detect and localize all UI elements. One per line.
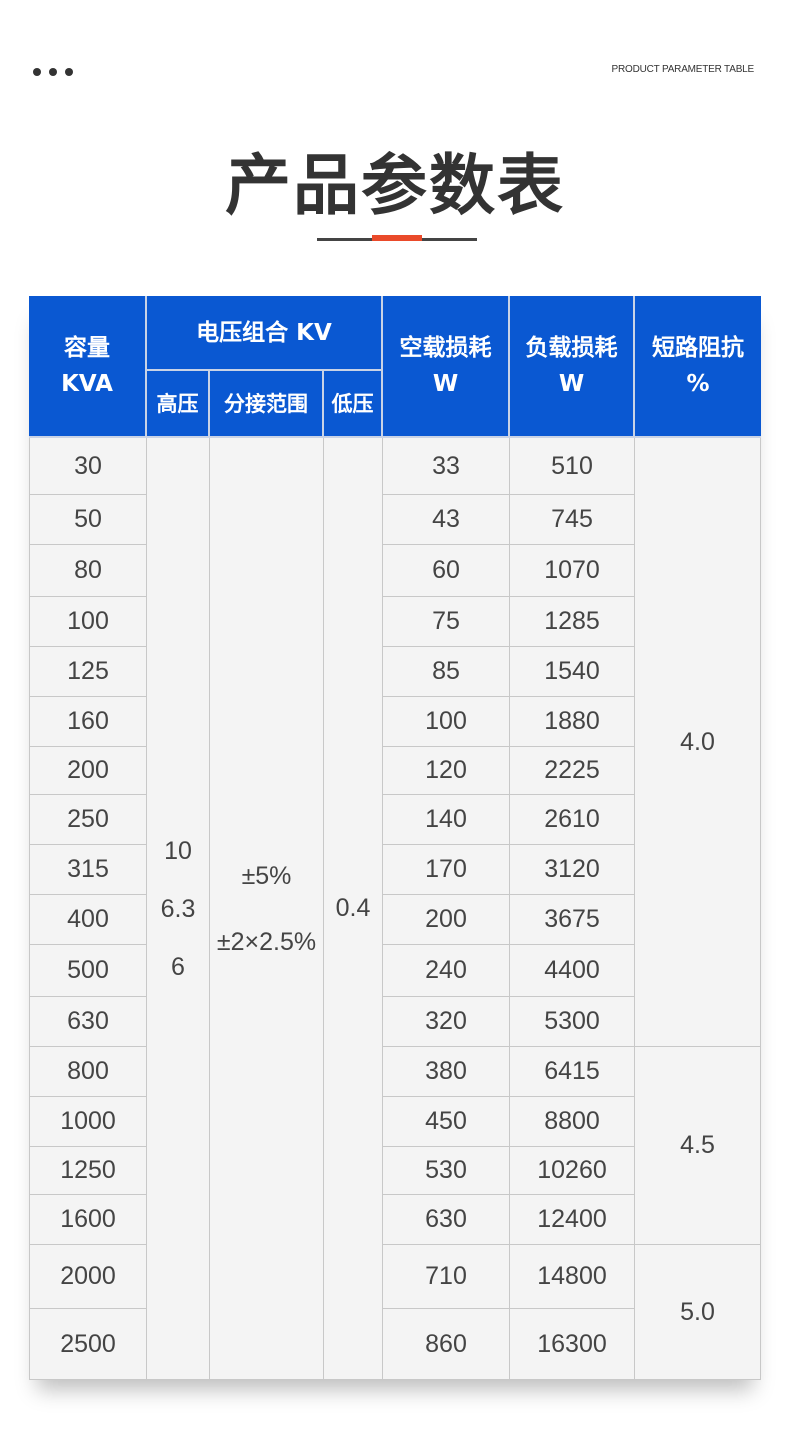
- no-load-loss-cell: 60: [383, 545, 510, 597]
- header-voltage-group: 电压组合 KV: [147, 296, 383, 371]
- capacity-cell: 50: [29, 495, 147, 545]
- header-load-loss: 负载损耗 W: [510, 296, 635, 438]
- load-loss-cell: 2225: [510, 747, 635, 795]
- impedance-cell: 4.5: [635, 1047, 761, 1245]
- page-subtitle: PRODUCT PARAMETER TABLE: [611, 64, 755, 75]
- no-load-loss-cell: 380: [383, 1047, 510, 1097]
- no-load-loss-cell: 320: [383, 997, 510, 1047]
- load-loss-cell: 510: [510, 438, 635, 495]
- no-load-loss-cell: 860: [383, 1309, 510, 1380]
- no-load-loss-cell: 120: [383, 747, 510, 795]
- no-load-loss-cell: 75: [383, 597, 510, 647]
- load-loss-cell: 10260: [510, 1147, 635, 1195]
- no-load-loss-cell: 100: [383, 697, 510, 747]
- load-loss-cell: 1880: [510, 697, 635, 747]
- impedance-cell: 4.0: [635, 438, 761, 1047]
- header-low-voltage: 低压: [324, 371, 383, 438]
- no-load-loss-cell: 530: [383, 1147, 510, 1195]
- impedance-cell: 5.0: [635, 1245, 761, 1380]
- capacity-cell: 160: [29, 697, 147, 747]
- load-loss-cell: 1070: [510, 545, 635, 597]
- capacity-cell: 30: [29, 438, 147, 495]
- tap-range-cell: ±5% ±2×2.5%: [210, 438, 324, 1380]
- load-loss-cell: 6415: [510, 1047, 635, 1097]
- no-load-loss-cell: 85: [383, 647, 510, 697]
- capacity-cell: 100: [29, 597, 147, 647]
- capacity-cell: 630: [29, 997, 147, 1047]
- header-high-voltage: 高压: [147, 371, 210, 438]
- capacity-cell: 125: [29, 647, 147, 697]
- load-loss-cell: 3675: [510, 895, 635, 945]
- title-divider-accent: [372, 235, 422, 241]
- tap-range-value: ±2×2.5%: [216, 927, 317, 956]
- capacity-cell: 2500: [29, 1309, 147, 1380]
- load-loss-cell: 12400: [510, 1195, 635, 1245]
- capacity-cell: 800: [29, 1047, 147, 1097]
- high-voltage-value: 6: [171, 952, 185, 981]
- capacity-cell: 80: [29, 545, 147, 597]
- header-impedance: 短路阻抗 %: [635, 296, 761, 438]
- capacity-cell: 2000: [29, 1245, 147, 1309]
- capacity-cell: 1600: [29, 1195, 147, 1245]
- capacity-cell: 1000: [29, 1097, 147, 1147]
- header-no-load-loss: 空载损耗 W: [383, 296, 510, 438]
- tap-range-value: ±5%: [241, 861, 292, 890]
- more-dots-icon: [33, 68, 73, 76]
- load-loss-cell: 3120: [510, 845, 635, 895]
- load-loss-cell: 745: [510, 495, 635, 545]
- load-loss-cell: 8800: [510, 1097, 635, 1147]
- header-tap-range: 分接范围: [210, 371, 324, 438]
- load-loss-cell: 1540: [510, 647, 635, 697]
- high-voltage-value: 6.3: [160, 894, 196, 923]
- capacity-cell: 500: [29, 945, 147, 997]
- capacity-cell: 1250: [29, 1147, 147, 1195]
- no-load-loss-cell: 33: [383, 438, 510, 495]
- capacity-cell: 250: [29, 795, 147, 845]
- no-load-loss-cell: 170: [383, 845, 510, 895]
- capacity-cell: 200: [29, 747, 147, 795]
- no-load-loss-cell: 450: [383, 1097, 510, 1147]
- low-voltage-cell: 0.4: [324, 438, 383, 1380]
- header-capacity: 容量 KVA: [29, 296, 147, 438]
- load-loss-cell: 16300: [510, 1309, 635, 1380]
- page-title: 产品参数表: [225, 147, 565, 224]
- load-loss-cell: 4400: [510, 945, 635, 997]
- no-load-loss-cell: 710: [383, 1245, 510, 1309]
- capacity-cell: 400: [29, 895, 147, 945]
- parameter-table: 容量 KVA 电压组合 KV 高压 分接范围 低压 空载损耗 W 负载损耗 W …: [29, 296, 761, 1380]
- load-loss-cell: 14800: [510, 1245, 635, 1309]
- capacity-cell: 315: [29, 845, 147, 895]
- load-loss-cell: 5300: [510, 997, 635, 1047]
- no-load-loss-cell: 140: [383, 795, 510, 845]
- no-load-loss-cell: 43: [383, 495, 510, 545]
- load-loss-cell: 2610: [510, 795, 635, 845]
- no-load-loss-cell: 240: [383, 945, 510, 997]
- load-loss-cell: 1285: [510, 597, 635, 647]
- no-load-loss-cell: 200: [383, 895, 510, 945]
- no-load-loss-cell: 630: [383, 1195, 510, 1245]
- high-voltage-cell: 10 6.3 6: [147, 438, 210, 1380]
- high-voltage-value: 10: [164, 836, 192, 865]
